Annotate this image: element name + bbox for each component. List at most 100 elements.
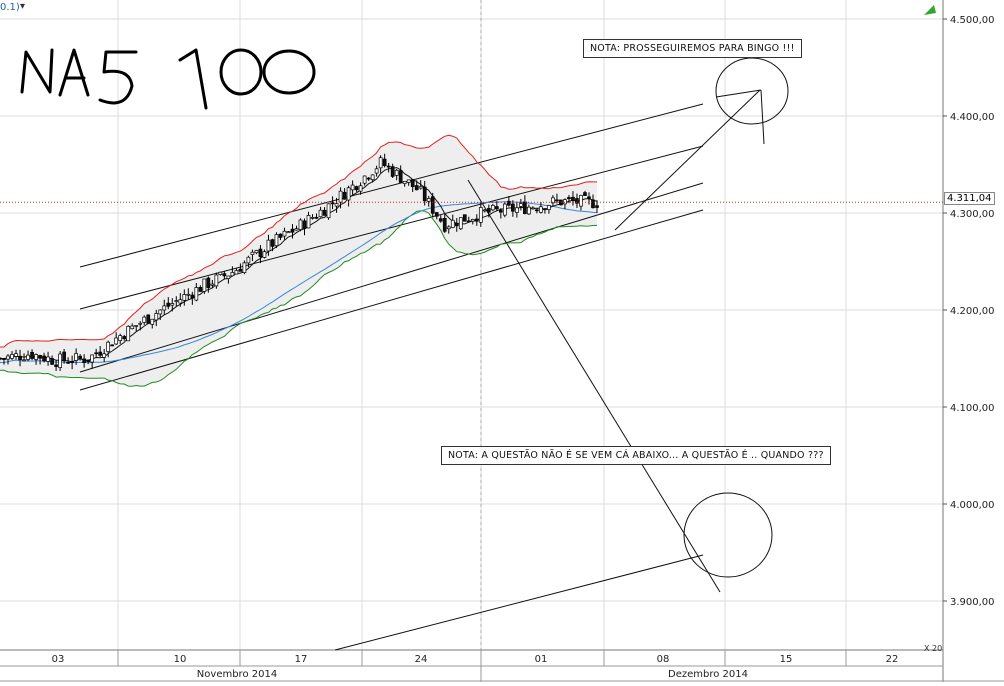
candle-body — [519, 203, 523, 207]
candle — [330, 196, 335, 210]
candle — [334, 197, 339, 213]
candle — [386, 162, 391, 173]
candle-body — [366, 177, 371, 180]
candle-body — [559, 199, 563, 206]
candle-body — [182, 294, 187, 301]
candle — [126, 325, 131, 342]
candle — [110, 344, 115, 347]
candle-body — [58, 353, 62, 368]
candle — [210, 279, 215, 288]
symbol-fragment[interactable]: 0.1) — [0, 2, 20, 13]
candle-body — [482, 209, 487, 212]
channel-line — [79, 209, 704, 391]
x-tick-label: 15 — [780, 654, 793, 665]
target-circle-lower — [683, 492, 773, 578]
candle-body — [507, 200, 511, 206]
candle-body — [222, 273, 227, 277]
candle — [66, 357, 70, 364]
candle-body — [38, 355, 42, 359]
candle-body — [470, 219, 475, 222]
candle-body — [414, 185, 419, 191]
candle — [178, 293, 183, 307]
candle-body — [338, 190, 343, 203]
candle-body — [50, 358, 54, 365]
candle — [218, 271, 223, 276]
candle — [511, 200, 515, 217]
candle-body — [198, 287, 203, 292]
x-month-label: Dezembro 2014 — [668, 669, 748, 680]
candle-body — [462, 214, 467, 222]
candle — [502, 201, 507, 218]
candle-body — [370, 174, 375, 181]
note-question: NOTA: A QUESTÃO NÃO É SE VEM CÁ ABAIXO..… — [441, 446, 831, 465]
candle-body — [310, 217, 315, 219]
candle-body — [430, 196, 435, 214]
candle — [571, 191, 575, 206]
candle — [446, 225, 451, 234]
candle-body — [298, 219, 303, 230]
candle-body — [434, 212, 439, 217]
candle — [414, 180, 419, 191]
candle — [186, 288, 191, 300]
candle — [170, 298, 175, 312]
candle-body — [174, 300, 179, 302]
candle-body — [2, 358, 6, 360]
candle-body — [490, 205, 495, 211]
candle-body — [254, 250, 259, 254]
candle-body — [571, 196, 575, 202]
candle-body — [410, 179, 415, 188]
candle — [338, 187, 343, 209]
candle-body — [458, 217, 463, 230]
candle-body — [154, 313, 159, 321]
candle — [70, 355, 74, 370]
candle-body — [78, 355, 82, 359]
candle-body — [138, 322, 143, 325]
candle — [0, 357, 2, 361]
candle — [458, 217, 463, 230]
candle — [90, 354, 95, 369]
candle-body — [494, 206, 499, 210]
handwritten-stroke — [20, 48, 54, 94]
candle-body — [226, 275, 231, 279]
candle — [490, 203, 495, 212]
candle-body — [450, 219, 455, 228]
y-tick-label: 4.200,00 — [950, 306, 995, 317]
candle-body — [511, 203, 515, 212]
candle — [6, 354, 10, 365]
candle — [402, 181, 407, 187]
candle-body — [270, 239, 275, 247]
x-tick-label: 03 — [52, 654, 65, 665]
candle-body — [86, 359, 90, 363]
handwritten-stroke — [58, 48, 90, 97]
candle — [42, 352, 46, 363]
candle-body — [282, 230, 287, 237]
candle-body — [6, 355, 10, 360]
candle — [18, 349, 22, 367]
candle-body — [214, 274, 219, 287]
candle-body — [14, 353, 18, 357]
moving-average-black-line — [0, 167, 598, 363]
handwritten-stroke — [178, 48, 208, 110]
handwritten-stroke — [98, 50, 138, 105]
candle — [78, 354, 82, 361]
caret-down-icon[interactable]: ▾ — [20, 1, 26, 12]
candle-body — [134, 325, 139, 327]
candle-body — [595, 205, 599, 208]
candle-body — [110, 344, 115, 347]
candle-body — [158, 309, 163, 315]
candle — [535, 207, 539, 214]
candle — [579, 194, 583, 211]
candle-body — [422, 186, 427, 202]
candle — [142, 315, 147, 325]
candle — [547, 204, 551, 214]
candle — [354, 185, 359, 192]
handwritten-stroke — [262, 49, 316, 95]
candle-body — [418, 186, 423, 189]
candle-body — [146, 314, 151, 324]
candle-body — [94, 352, 99, 355]
candle-body — [314, 216, 319, 219]
candle — [398, 165, 403, 183]
candle-body — [555, 199, 559, 202]
